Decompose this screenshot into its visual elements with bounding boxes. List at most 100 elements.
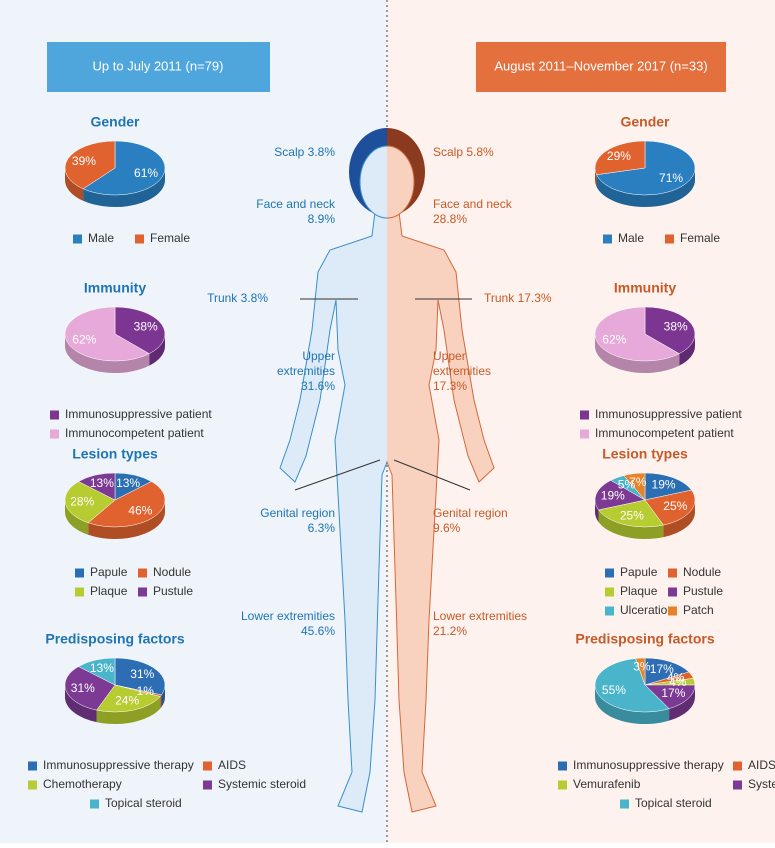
legend-label: Pustule (683, 584, 723, 598)
pie-shade (663, 500, 695, 538)
slice-label: 19% (652, 477, 676, 491)
pie-slice (82, 140, 166, 196)
pie-side (65, 168, 84, 201)
pie-slice (594, 140, 646, 175)
legend-label: Immunosuppressive patient (595, 407, 742, 421)
legend-label: Immunosuppressive patient (65, 407, 212, 421)
pie-slice (598, 499, 664, 528)
legend-swatch (90, 799, 99, 809)
slice-label: 38% (134, 320, 158, 334)
pie-shade (160, 694, 162, 709)
legend-swatch (580, 410, 589, 420)
legend-swatch (605, 606, 614, 616)
body-label: Genital region (260, 506, 335, 520)
pie-side (595, 334, 680, 373)
legend-label: Systemic steroid (748, 777, 775, 791)
slice-label: 4% (667, 671, 685, 685)
body-label: 28.8% (433, 212, 467, 226)
pie-shade (598, 509, 664, 539)
pointer-line (294, 459, 381, 491)
body-label: extremities (277, 364, 335, 378)
body-label: 17.3% (433, 379, 467, 393)
chart-title: Gender (90, 114, 140, 130)
pie-side (88, 500, 165, 539)
pie-shade (595, 334, 680, 373)
pie-side (598, 509, 664, 539)
body-half (279, 128, 387, 813)
slice-label: 71% (659, 171, 683, 185)
legend-label: Immunocompetent patient (65, 426, 204, 440)
body-label: extremities (433, 364, 491, 378)
body-label: Upper (433, 349, 466, 363)
pie-slice (114, 306, 166, 354)
pie-side (679, 334, 695, 366)
legend-swatch (203, 761, 212, 771)
pie-slice (64, 666, 116, 711)
pie-slice (96, 684, 161, 713)
legend-label: Pustule (153, 584, 193, 598)
pie-side (669, 685, 695, 721)
slice-label: 17% (661, 686, 685, 700)
body-label: Lower extremities (433, 609, 527, 623)
body-label: Scalp 3.8% (274, 145, 335, 159)
body-label: Trunk 17.3% (484, 291, 552, 305)
slice-label: 29% (607, 149, 631, 163)
body-label: 45.6% (301, 624, 335, 638)
body-label: Upper (302, 349, 335, 363)
legend-swatch (558, 780, 567, 790)
body-label: 31.6% (301, 379, 335, 393)
legend-label: Systemic steroid (218, 777, 306, 791)
legend-label: Nodule (683, 565, 721, 579)
legend-label: Topical steroid (105, 796, 182, 810)
slice-label: 13% (90, 476, 114, 490)
legend-swatch (75, 587, 84, 597)
chart-title: Gender (620, 114, 670, 130)
pie-slice (114, 657, 166, 696)
pie-slice (644, 657, 690, 686)
chart-title: Immunity (614, 280, 676, 296)
legend-label: Vemurafenib (573, 777, 641, 791)
slice-label: 13% (116, 476, 140, 490)
legend-swatch (28, 780, 37, 790)
pie-slice (644, 306, 696, 354)
pie-side (65, 685, 97, 723)
pie-shade (595, 168, 597, 187)
slice-label: 25% (620, 509, 644, 523)
pie-slice (644, 472, 692, 501)
body-label: 6.3% (308, 521, 336, 535)
right-panel (387, 0, 775, 843)
pie-slice (594, 480, 646, 511)
pie-shade (88, 500, 165, 539)
legend-swatch (668, 606, 677, 616)
chart-title: Predisposing factors (575, 631, 714, 647)
legend-label: Papule (620, 565, 658, 579)
legend-swatch (605, 587, 614, 597)
slice-label: 61% (134, 166, 158, 180)
pie-slice (78, 657, 116, 686)
body-label: 9.6% (433, 521, 461, 535)
header-box (47, 42, 270, 92)
chart-title: Lesion types (602, 446, 688, 462)
slice-label: 62% (72, 333, 96, 347)
legend-label: AIDS (218, 758, 246, 772)
legend-label: Chemotherapy (43, 777, 122, 791)
legend-swatch (668, 587, 677, 597)
slice-label: 4% (669, 675, 687, 689)
slice-label: 38% (664, 320, 688, 334)
header: Up to July 2011 (n=79) (93, 58, 224, 73)
slice-label: 28% (70, 494, 94, 508)
slice-label: 39% (72, 154, 96, 168)
pie-side (96, 696, 161, 724)
pie-slice (64, 140, 116, 190)
legend-swatch (138, 587, 147, 597)
legend-label: Ulceration (620, 603, 674, 617)
pie-shade (596, 168, 695, 207)
legend-swatch (580, 429, 589, 439)
pie-side (663, 500, 695, 538)
body-label: 21.2% (433, 624, 467, 638)
pie-shade (65, 168, 84, 201)
body-figure (279, 128, 495, 813)
slice-label: 31% (130, 667, 154, 681)
pie-shade (595, 685, 670, 725)
